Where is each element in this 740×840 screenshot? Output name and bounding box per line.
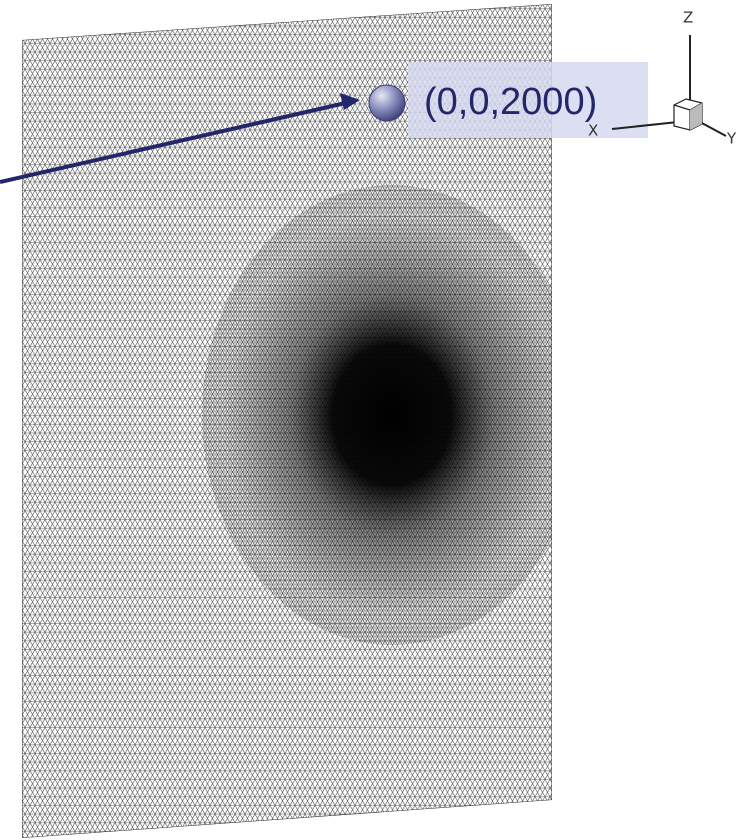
point-marker (369, 85, 405, 121)
x-label: X (588, 122, 598, 140)
y-label: Y (726, 130, 737, 148)
z-label: Z (683, 9, 693, 27)
y-axis (700, 122, 726, 136)
mesh-view: (0,0,2000) Z X Y (0, 0, 740, 840)
point-label: (0,0,2000) (424, 81, 597, 123)
